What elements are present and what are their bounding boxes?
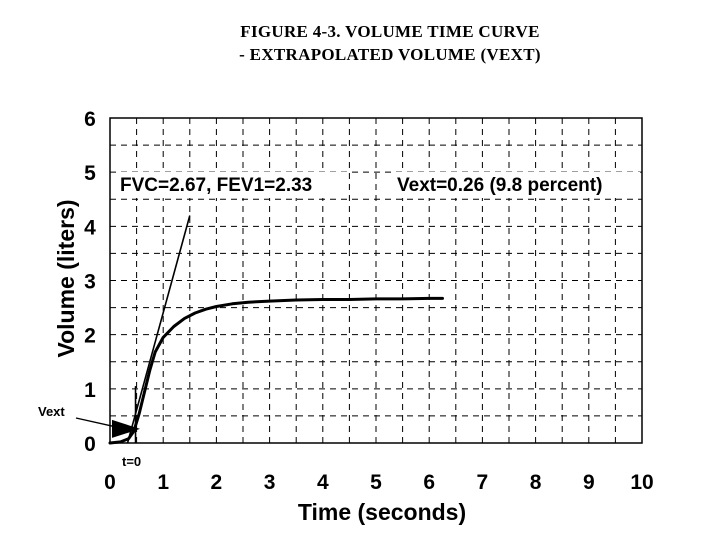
y-axis-label: Volume (liters) [53,199,79,357]
y-tick-label: 4 [84,216,96,239]
vext-marker-group [75,417,140,438]
x-axis-label: Time (seconds) [298,499,466,525]
vext-annotation: Vext=0.26 (9.8 percent) [397,175,602,196]
grid [110,118,642,443]
x-tick-label: 9 [583,471,595,494]
fvc-annotation: FVC=2.67, FEV1=2.33 [120,175,312,196]
t0-label: t=0 [122,454,141,469]
plot-frame [109,117,643,444]
extrapolation-line-group [126,215,191,444]
vext-marker-wedge [112,419,140,438]
vext-leader-line [75,417,117,428]
x-tick-label: 1 [157,471,169,494]
x-tick-label: 0 [104,471,116,494]
y-tick-label: 5 [84,162,96,185]
x-tick-label: 7 [477,471,489,494]
x-tick-label: 2 [211,471,223,494]
volume-curve-group [108,296,444,445]
y-tick-label: 1 [84,379,96,402]
chart-subtitle: - EXTRAPOLATED VOLUME (VEXT) [239,45,541,64]
vext-annotation-bg [394,172,640,198]
y-tick-label: 3 [84,271,96,294]
x-tick-label: 5 [370,471,382,494]
vext-marker-label: Vext [38,404,65,419]
fvc-annotation-bg [116,172,348,198]
volume-curve [108,296,444,445]
x-tick-label: 4 [317,471,329,494]
chart-title: FIGURE 4-3. VOLUME TIME CURVE [240,22,540,41]
x-tick-label: 6 [423,471,435,494]
y-tick-label: 2 [84,325,96,348]
x-tick-label: 8 [530,471,542,494]
y-tick-label: 6 [84,108,96,131]
x-tick-label: 3 [264,471,276,494]
extrapolation-line [126,215,191,444]
x-tick-label: 10 [630,471,653,494]
y-tick-labels: 0 1 2 3 4 5 6 [84,108,96,456]
x-tick-labels: 0 1 2 3 4 5 6 7 8 9 10 [104,471,654,494]
y-tick-label: 0 [84,433,96,456]
